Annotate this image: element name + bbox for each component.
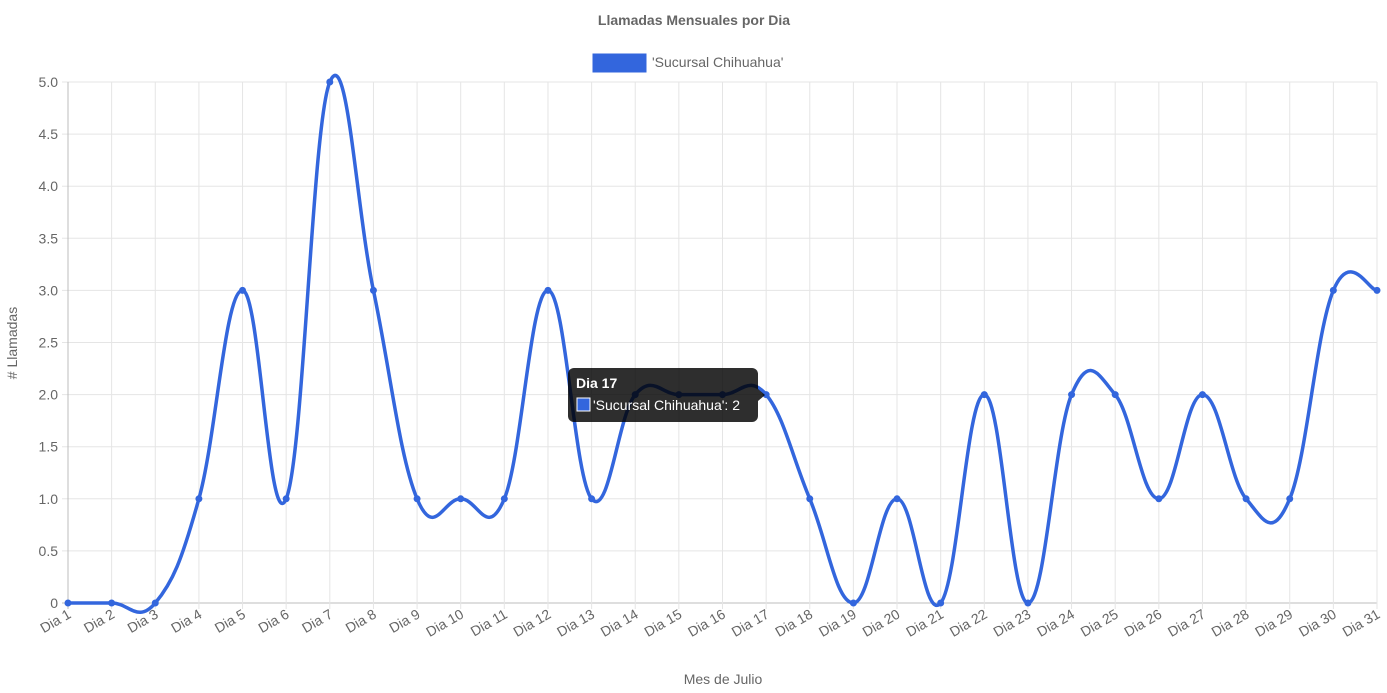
y-tick-label: 5.0 [39,74,59,90]
y-tick-label: 1.5 [39,439,59,455]
legend-swatch [592,53,647,73]
data-point[interactable] [1373,286,1381,294]
x-tick-label: Dia 7 [299,606,335,636]
y-tick-label: 0 [50,595,58,611]
tooltip-text: 'Sucursal Chihuahua': 2 [593,397,740,413]
data-point[interactable] [980,391,988,399]
data-point[interactable] [500,495,508,503]
x-tick-label: Dia 26 [1121,606,1164,640]
x-tick-label: Dia 9 [386,606,422,636]
data-point[interactable] [457,495,465,503]
data-point[interactable] [1155,495,1163,503]
data-point[interactable] [544,286,552,294]
x-tick-label: Dia 11 [468,606,510,640]
data-point[interactable] [849,599,857,607]
x-tick-label: Dia 27 [1165,606,1208,640]
data-point[interactable] [108,599,116,607]
y-tick-label: 0.5 [39,543,59,559]
x-tick-label: Dia 24 [1034,606,1077,640]
x-tick-label: Dia 13 [554,606,597,640]
data-point[interactable] [1242,495,1250,503]
x-tick-label: Dia 14 [598,606,641,640]
x-tick-label: Dia 5 [212,606,248,636]
y-tick-label: 4.0 [39,178,59,194]
data-point[interactable] [806,495,814,503]
data-point[interactable] [588,495,596,503]
x-tick-label: Dia 22 [947,606,990,640]
x-tick-label: Dia 21 [903,606,946,640]
x-tick-label: Dia 25 [1078,606,1121,640]
x-tick-label: Dia 30 [1296,606,1339,640]
data-point[interactable] [1198,391,1206,399]
x-tick-label: Dia 19 [816,606,859,640]
tooltip-box [568,368,758,422]
x-tick-label: Dia 15 [641,606,684,640]
tooltip: Dia 17 'Sucursal Chihuahua': 2 [568,368,765,422]
y-tick-label: 2.5 [39,335,59,351]
data-point[interactable] [1111,391,1119,399]
data-point[interactable] [239,286,247,294]
data-point[interactable] [893,495,901,503]
data-point[interactable] [195,495,203,503]
data-point[interactable] [151,599,159,607]
x-tick-label: Dia 23 [990,606,1033,640]
x-tick-label: Dia 6 [255,606,291,636]
x-tick-label: Dia 16 [685,606,728,640]
data-point[interactable] [937,599,945,607]
y-tick-label: 3.5 [39,230,59,246]
data-point[interactable] [1068,391,1076,399]
y-tick-label: 2.0 [39,387,59,403]
x-tick-label: Dia 12 [510,606,553,640]
data-point[interactable] [1024,599,1032,607]
x-axis-title: Mes de Julio [684,671,763,687]
x-tick-label: Dia 8 [343,606,379,636]
x-tick-label: Dia 10 [423,606,466,640]
y-tick-label: 3.0 [39,282,59,298]
x-tick-label: Dia 28 [1209,606,1252,640]
x-tick-label: Dia 20 [859,606,902,640]
tooltip-title: Dia 17 [576,375,617,391]
y-tick-label: 4.5 [39,126,59,142]
x-tick-label: Dia 29 [1252,606,1295,640]
chart-title: Llamadas Mensuales por Dia [598,12,790,28]
legend-label: 'Sucursal Chihuahua' [652,54,783,70]
tooltip-caret [758,389,765,401]
data-point[interactable] [369,286,377,294]
x-tick-label: Dia 17 [729,606,772,640]
x-tick-label: Dia 2 [81,606,117,636]
data-point[interactable] [413,495,421,503]
y-tick-label: 1.0 [39,491,59,507]
data-point[interactable] [64,599,72,607]
data-point[interactable] [326,78,334,86]
x-tick-label: Dia 18 [772,606,815,640]
y-axis-title: # Llamadas [4,307,20,379]
labels-layer: Llamadas Mensuales por Dia Mes de Julio … [4,12,790,687]
tooltip-swatch [576,397,591,412]
x-tick-label: Dia 31 [1339,606,1382,640]
grid [62,81,1378,609]
x-tick-label: Dia 4 [168,606,204,636]
data-point[interactable] [1329,286,1337,294]
data-point[interactable] [1286,495,1294,503]
data-point[interactable] [282,495,290,503]
legend[interactable]: 'Sucursal Chihuahua' [592,53,783,73]
